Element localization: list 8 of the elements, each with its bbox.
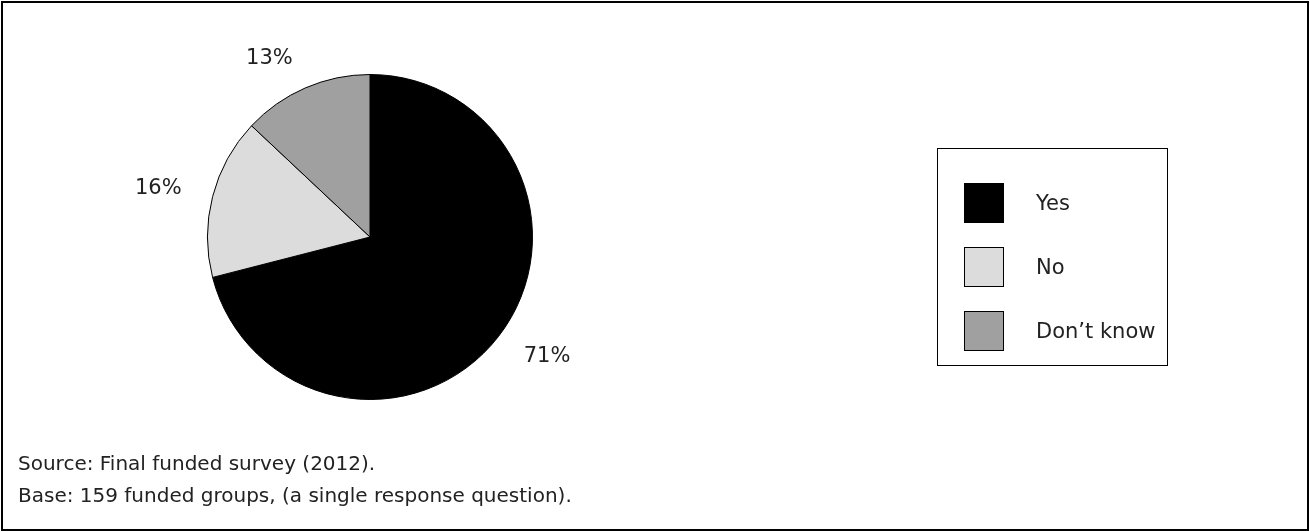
source-note: Source: Final funded survey (2012). [18, 450, 377, 477]
data-label: 13% [246, 44, 293, 69]
text: Base: 159 funded groups, (a single response question). [18, 482, 572, 509]
legend-label: No [1036, 255, 1065, 279]
data-label: 16% [134, 175, 182, 200]
legend-label: Yes [1036, 191, 1070, 215]
legend-label: Don’t know [1036, 319, 1156, 343]
data-label: 71% [523, 342, 571, 367]
